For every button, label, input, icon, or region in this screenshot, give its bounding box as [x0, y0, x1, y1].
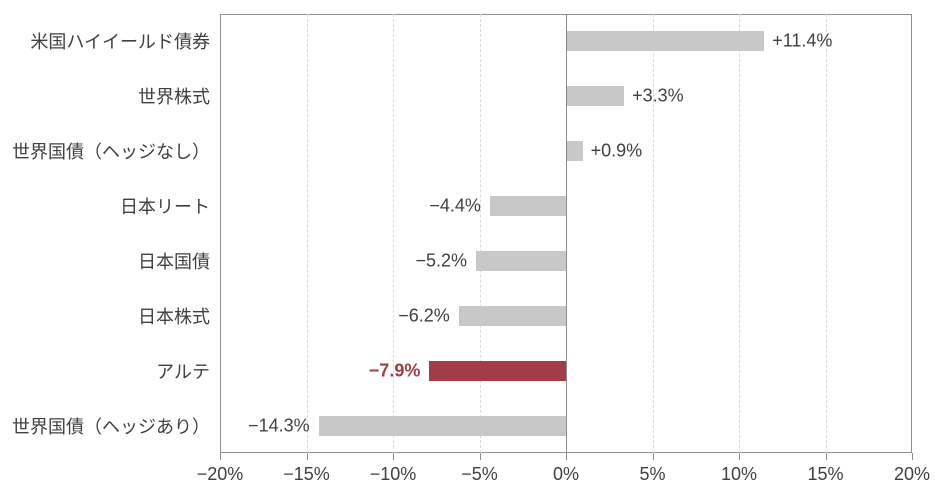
x-tick-label: −20% — [196, 464, 244, 484]
x-axis-tick — [393, 453, 394, 460]
category-label: 世界国債（ヘッジあり） — [12, 416, 210, 437]
x-tick-label: −15% — [283, 464, 330, 484]
value-label: +3.3% — [632, 85, 684, 106]
category-label: 世界株式 — [138, 87, 210, 108]
x-axis-tick — [220, 453, 221, 460]
value-label: +11.4% — [772, 30, 833, 51]
x-tick-label: 20% — [893, 464, 931, 484]
x-tick-label: −10% — [369, 464, 417, 484]
category-label: 米国ハイイールド債券 — [30, 32, 210, 53]
x-axis-tick — [306, 453, 308, 460]
x-axis-tick — [739, 453, 740, 460]
gridline — [306, 14, 308, 453]
value-label: −14.3% — [248, 415, 310, 436]
category-label: 日本国債 — [138, 251, 210, 272]
x-tick-label: 10% — [720, 464, 758, 484]
x-axis-tick — [825, 453, 827, 460]
bar-highlighted — [429, 360, 566, 381]
value-label: +0.9% — [590, 140, 643, 161]
x-axis-tick — [479, 453, 481, 460]
bar — [567, 31, 765, 52]
bar — [489, 196, 566, 217]
value-label: −6.2% — [398, 305, 450, 326]
gridline — [739, 14, 740, 453]
value-label: −7.9% — [368, 360, 421, 381]
value-label: −5.2% — [415, 250, 468, 271]
category-label: 世界国債（ヘッジなし） — [12, 142, 210, 163]
x-axis-tick — [912, 453, 913, 460]
x-tick-label: 5% — [639, 464, 666, 484]
category-label: 日本リート — [120, 197, 210, 218]
x-tick-label: 15% — [807, 464, 844, 484]
x-axis-tick — [566, 453, 567, 460]
x-tick-label: 0% — [552, 464, 580, 484]
gridline — [825, 14, 827, 453]
category-label: 日本株式 — [138, 306, 210, 327]
zero-axis-line — [566, 14, 567, 453]
bar — [476, 250, 566, 271]
gridline — [479, 14, 481, 453]
gridline — [393, 14, 394, 453]
category-label: アルテ — [156, 361, 210, 382]
bar — [567, 141, 583, 162]
value-label: −4.4% — [429, 195, 481, 216]
bar — [318, 415, 566, 436]
gridline — [652, 14, 654, 453]
bar — [567, 86, 625, 107]
x-axis-tick — [652, 453, 654, 460]
bar — [458, 305, 566, 326]
x-tick-label: −5% — [461, 464, 498, 484]
